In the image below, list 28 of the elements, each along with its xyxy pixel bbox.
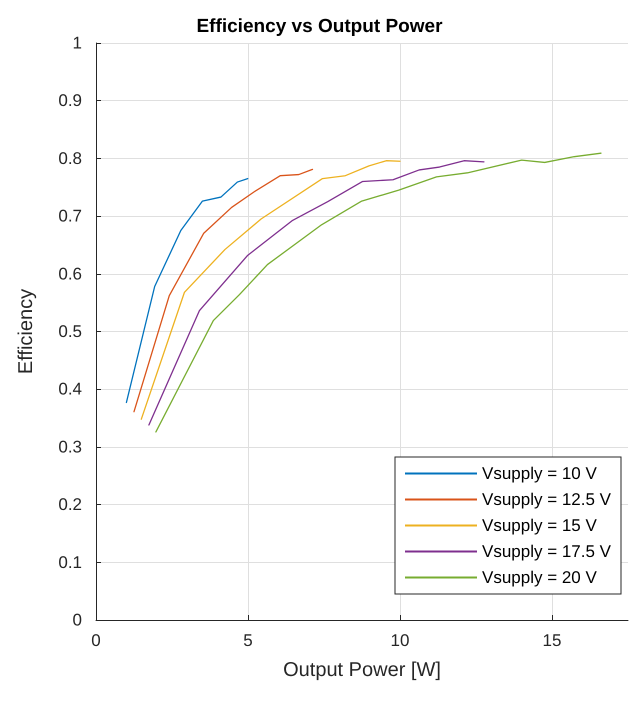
legend-label: Vsupply = 12.5 V xyxy=(482,490,612,509)
y-tick-label: 0.5 xyxy=(58,322,82,341)
chart-title: Efficiency vs Output Power xyxy=(196,16,444,37)
y-tick-label: 0.8 xyxy=(58,148,82,168)
y-tick-label: 0 xyxy=(72,610,82,630)
line-series xyxy=(140,160,401,420)
line-series xyxy=(148,160,485,426)
x-tick-label: 0 xyxy=(91,631,101,650)
y-tick-label: 0.9 xyxy=(58,91,82,110)
y-tick-label: 0.3 xyxy=(58,437,82,456)
line-series xyxy=(126,178,248,404)
legend-label: Vsupply = 10 V xyxy=(482,464,598,483)
y-tick-label: 0.4 xyxy=(58,380,82,399)
x-tick-label: 10 xyxy=(390,631,410,650)
y-axis-title: Efficiency xyxy=(15,288,37,374)
x-tick-label: 15 xyxy=(542,631,562,650)
line-series xyxy=(155,152,602,433)
y-tick-label: 1 xyxy=(72,34,82,52)
y-tick-label: 0.6 xyxy=(58,264,82,284)
y-tick-label: 0.1 xyxy=(58,552,82,572)
x-tick-label: 5 xyxy=(243,631,253,650)
legend-label: Vsupply = 17.5 V xyxy=(482,542,612,561)
legend-label: Vsupply = 15 V xyxy=(482,516,598,535)
y-tick-label: 0.2 xyxy=(58,495,82,514)
x-axis-title: Output Power [W] xyxy=(283,659,441,681)
line-series xyxy=(133,168,314,412)
legend-label: Vsupply = 20 V xyxy=(482,568,598,587)
y-tick-label: 0.7 xyxy=(58,206,82,226)
